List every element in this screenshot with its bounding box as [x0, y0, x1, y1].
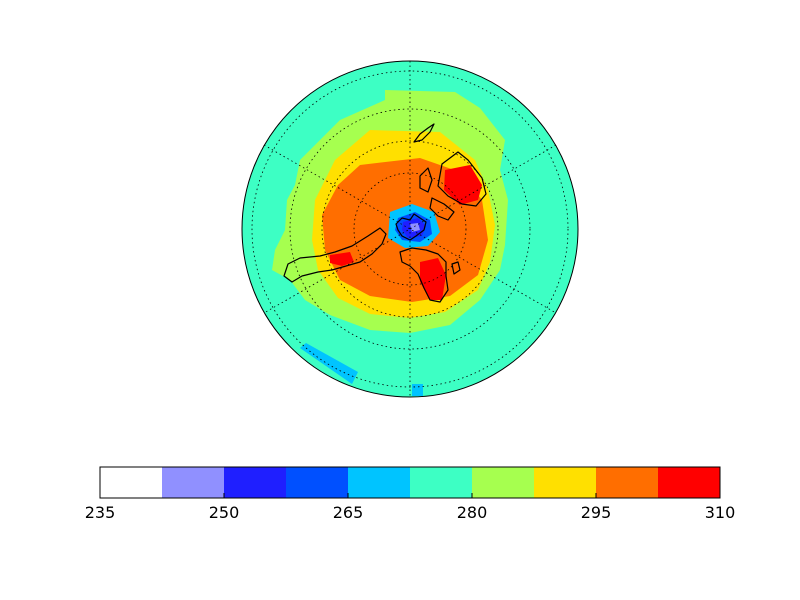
field-zone-cool-rim-east: [512, 264, 518, 270]
colorbar-bin: [596, 467, 659, 498]
field-zone-red-east: [444, 165, 482, 205]
field-zone-red-west: [330, 252, 354, 266]
coastline-south-america: [283, 227, 387, 283]
colorbar-bin: [348, 467, 411, 498]
coastlines: [283, 123, 487, 303]
coastline-africa: [399, 247, 449, 303]
colorbar-bin: [100, 467, 163, 498]
colorbar-tick-label: 265: [332, 503, 364, 522]
colorbar-bin: [162, 467, 225, 498]
field-zone-red-south: [420, 258, 446, 300]
graticule: [251, 61, 569, 397]
colorbar-tick-label: 295: [580, 503, 612, 522]
colorbar-tick-label: 280: [456, 503, 488, 522]
field-zone-lavender-core: [410, 223, 420, 232]
coastline-asia-fragment: [419, 167, 433, 193]
coastline-australia: [437, 151, 487, 207]
colorbar-bin: [658, 467, 721, 498]
colorbar-bin: [472, 467, 535, 498]
colorbar-bin: [534, 467, 597, 498]
colorbar-frame: [99, 466, 721, 499]
coastline-new-zealand: [413, 123, 435, 143]
colorbar-tick-label: 310: [704, 503, 736, 522]
colorbar-bin: [410, 467, 473, 498]
colorbar-bin: [224, 467, 287, 498]
field-zone-cool-rim-southwest: [300, 343, 358, 384]
coastline-madagascar: [451, 261, 461, 275]
colorbar-tick-label: 250: [208, 503, 240, 522]
map-boundary: [241, 60, 579, 398]
coastline-antarctic-pole: [395, 213, 427, 241]
coastline-indonesia: [429, 197, 455, 221]
colorbar-tick-label: 235: [84, 503, 116, 522]
field-zone-cool-rim-south: [412, 384, 423, 396]
colorbar-bin: [286, 467, 349, 498]
